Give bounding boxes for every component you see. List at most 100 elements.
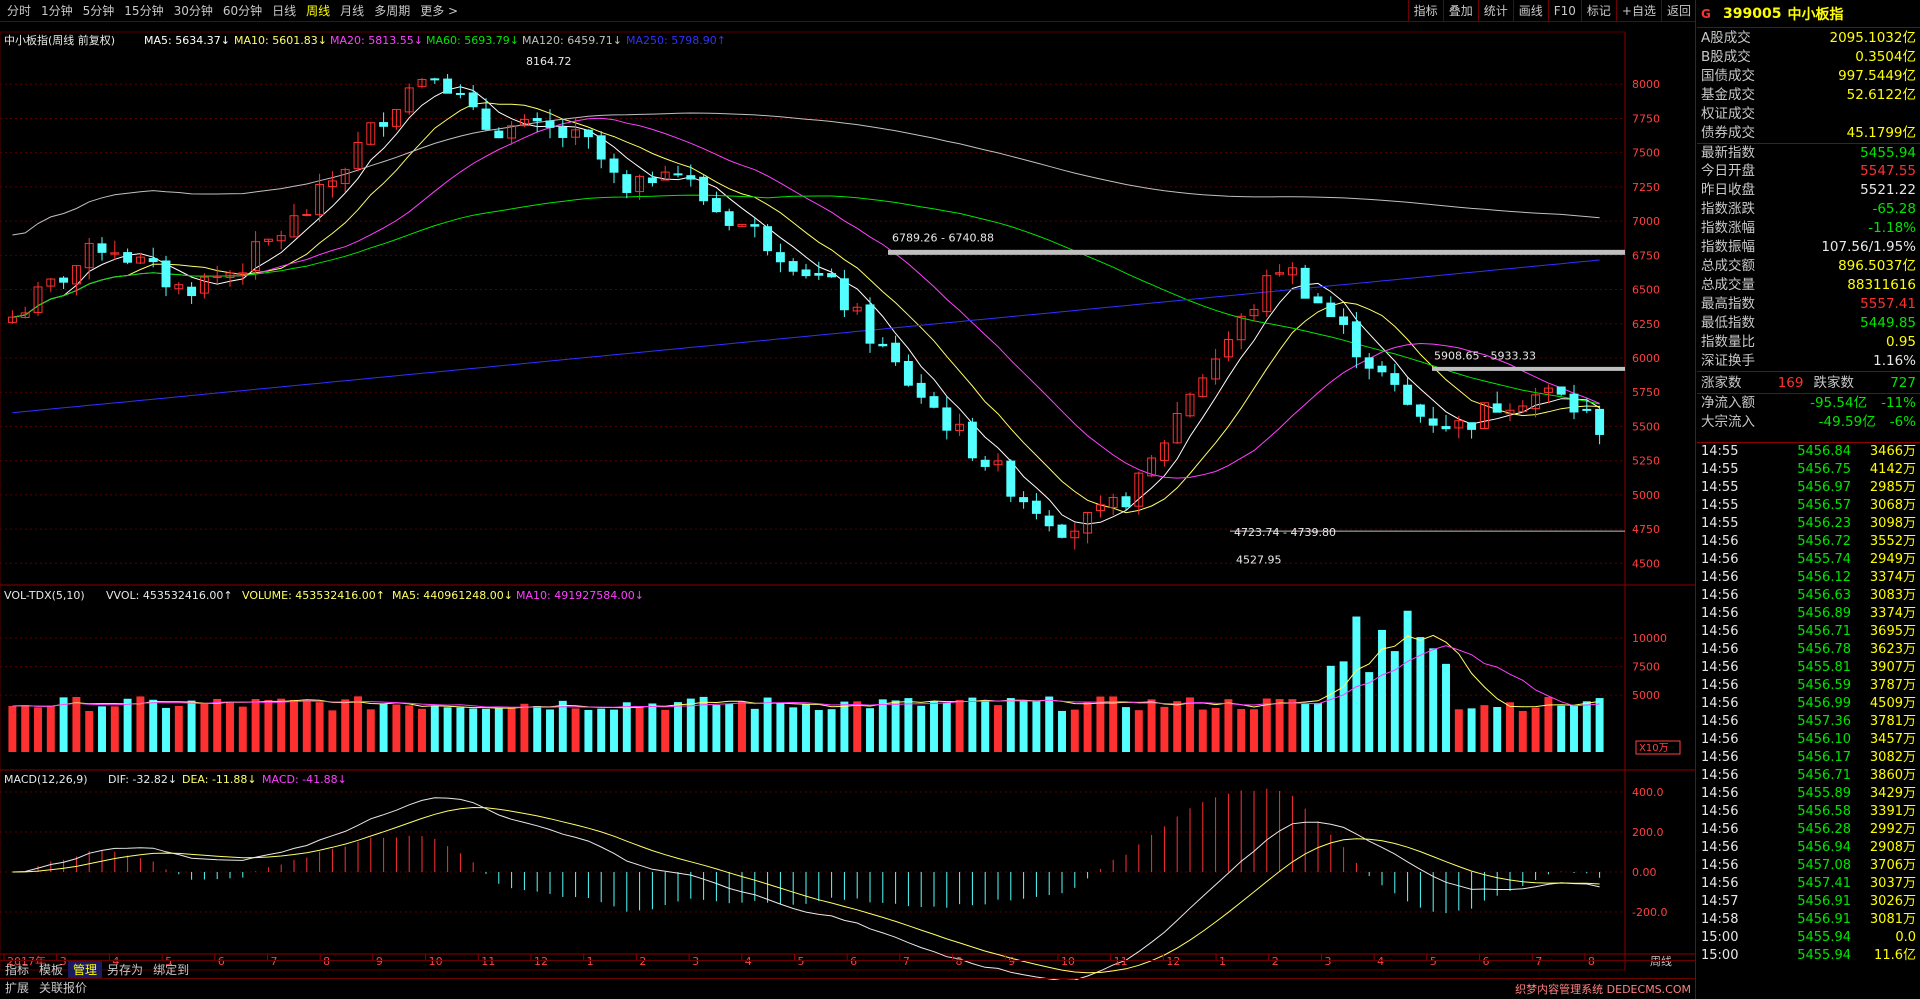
period-tab-30min[interactable]: 30分钟: [173, 3, 213, 18]
stat-value: 5449.85: [1860, 315, 1916, 331]
draw-line-button[interactable]: 画线: [1512, 0, 1548, 22]
volume-bar: [1582, 701, 1591, 752]
candle-body: [84, 242, 94, 269]
price-tick: 4500: [1632, 557, 1660, 570]
candle-body: [967, 421, 977, 459]
candle-body: [46, 278, 56, 287]
stat-value: -65.28: [1872, 201, 1916, 217]
candle-body: [1070, 530, 1080, 539]
statistics-button[interactable]: 统计: [1477, 0, 1513, 22]
volume-bar: [1275, 699, 1284, 752]
macd-legend: MACD(12,26,9) DIF: -32.82↓ DEA: -11.88↓ …: [4, 773, 347, 786]
volume-bar: [1134, 710, 1143, 752]
stat-label: 深证换手: [1701, 353, 1755, 369]
volume-bar: [1147, 699, 1156, 752]
candle-body: [455, 92, 465, 95]
mark-button[interactable]: 标记: [1580, 0, 1616, 22]
volume-bar: [46, 706, 55, 752]
volume-bar: [85, 710, 94, 752]
volume-bar: [1454, 709, 1463, 752]
candle-body: [814, 273, 824, 276]
price-annotation: 6789.26 - 6740.88: [892, 232, 994, 245]
period-tab-weekly[interactable]: 周线: [306, 3, 331, 18]
trade-price: 5456.63: [1797, 588, 1851, 603]
tab-extend[interactable]: 扩展: [5, 981, 30, 995]
vol-tick: 5000: [1632, 689, 1660, 702]
ma10-line: [12, 102, 1600, 514]
candle-body: [865, 304, 875, 344]
volume-bar: [1480, 705, 1489, 752]
candle-body: [1185, 393, 1195, 417]
period-tab-monthly[interactable]: 月线: [340, 3, 365, 18]
trade-volume: 3374万: [1869, 570, 1916, 585]
stat-row: 昨日收盘 5521.22: [1697, 181, 1920, 200]
stat-value: 52.6122亿: [1846, 87, 1916, 103]
candle-body: [404, 87, 414, 113]
trade-price: 5456.23: [1797, 516, 1851, 531]
candle-body: [263, 238, 273, 242]
candle-body: [635, 175, 645, 193]
time-tick: 4: [745, 955, 752, 968]
time-period-label: 周线: [1650, 954, 1672, 968]
volume-bar: [1262, 698, 1271, 752]
period-tab-daily[interactable]: 日线: [272, 3, 297, 18]
trade-row: 14:56 5456.12 3374万: [1697, 569, 1920, 587]
tab-indicator[interactable]: 指标: [5, 963, 30, 977]
volume-bar: [699, 696, 708, 752]
candle-body: [929, 396, 939, 408]
candle-body: [916, 382, 926, 398]
volume-bar: [136, 696, 145, 752]
trade-time: 14:56: [1701, 642, 1739, 657]
vol-legend-vvol: VVOL: 453532416.00↑: [106, 589, 233, 602]
tab-related-quotes[interactable]: 关联报价: [39, 981, 88, 995]
candle-body: [1057, 524, 1067, 538]
candle-body: [1467, 422, 1477, 430]
volume-bar: [750, 708, 759, 752]
bottom-tabs-row2: 扩展 关联报价: [0, 979, 1695, 997]
period-tab-5min[interactable]: 5分钟: [82, 3, 115, 18]
time-tick: 12: [534, 955, 548, 968]
down-count: 727: [1890, 375, 1916, 391]
candle-body: [571, 129, 581, 138]
volume-bar: [213, 698, 222, 752]
period-tab-more[interactable]: 更多 >: [420, 3, 459, 18]
trade-volume: 3706万: [1869, 858, 1916, 873]
candle-body: [468, 92, 478, 108]
volume-bar: [571, 708, 580, 752]
tab-bind-to[interactable]: 绑定到: [153, 963, 190, 977]
volume-bar: [904, 698, 913, 752]
trade-price: 5455.89: [1797, 786, 1851, 801]
volume-bar: [674, 702, 682, 752]
macd-legend-dif: DIF: -32.82↓: [108, 773, 177, 786]
tab-template[interactable]: 模板: [39, 963, 64, 977]
back-button[interactable]: 返回: [1660, 0, 1696, 22]
flow-label: 大宗流入: [1701, 414, 1755, 430]
overlay-button[interactable]: 叠加: [1442, 0, 1478, 22]
time-tick: 3: [60, 955, 67, 968]
trade-ticks-list[interactable]: 14:55 5456.84 3466万 14:55 5456.75 4142万 14:55 5…: [1697, 442, 1920, 965]
stat-row: 指数振幅 107.56/1.95%: [1697, 238, 1920, 257]
volume-bar: [341, 699, 350, 752]
candle-body: [1287, 267, 1297, 276]
f10-button[interactable]: F10: [1547, 0, 1581, 22]
candle-body: [1134, 472, 1144, 507]
add-watchlist-button[interactable]: +自选: [1615, 0, 1661, 22]
trade-row: 14:56 5457.41 3037万: [1697, 875, 1920, 893]
stat-label: 国债成交: [1701, 68, 1755, 84]
candle-body: [1198, 377, 1208, 397]
legend-title: 中小板指(周线 前复权): [4, 33, 115, 47]
candle-body: [545, 120, 555, 128]
period-tab-1min[interactable]: 1分钟: [41, 3, 73, 18]
period-tab-multi[interactable]: 多周期: [374, 3, 411, 18]
tab-manage[interactable]: 管理: [68, 961, 103, 978]
period-tab-60min[interactable]: 60分钟: [222, 3, 263, 18]
candle-body: [225, 272, 235, 278]
candle-body: [737, 223, 747, 227]
stat-value: -1.18%: [1868, 220, 1916, 236]
tab-save-as[interactable]: 另存为: [107, 963, 144, 977]
period-tab-15min[interactable]: 15分钟: [124, 3, 164, 18]
indicator-button[interactable]: 指标: [1407, 0, 1443, 22]
trade-row: 14:55 5456.23 3098万: [1697, 515, 1920, 533]
period-tab-fenshi[interactable]: 分时: [7, 3, 32, 18]
kline-chart[interactable]: 8164.72 6789.26 - 6740.88 5908.65 - 5933.3…: [0, 22, 1695, 980]
